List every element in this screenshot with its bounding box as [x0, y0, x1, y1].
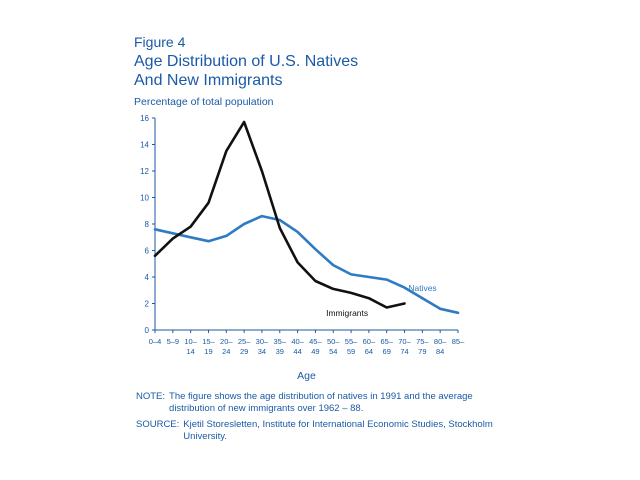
x-tick-label-line-2: 79 — [418, 347, 426, 356]
x-tick-label-line-2: 24 — [222, 347, 230, 356]
x-tick-label-line-2: 19 — [204, 347, 212, 356]
series-labels: Natives Immigrants — [326, 283, 437, 318]
note-label: NOTE: — [136, 391, 166, 402]
x-axis-title: Age — [297, 370, 316, 382]
note: NOTE: The figure shows the age distribut… — [136, 391, 496, 415]
x-tick-label: 25– — [238, 337, 251, 346]
x-tick-label: 0–4 — [149, 337, 162, 346]
x-tick-label: 45– — [309, 337, 322, 346]
source-label: SOURCE: — [136, 419, 180, 430]
x-ticks: 0–4 5–9 10–1415–1920–2425–2930–3435–3940–4… — [149, 330, 465, 356]
chart-title-line-2: And New Immigrants — [134, 72, 283, 89]
x-tick-label-line-2: 59 — [347, 347, 355, 356]
x-tick-label: 70– — [398, 337, 411, 346]
series-line-immigrants — [153, 120, 406, 309]
y-tick-label: 8 — [145, 220, 150, 229]
x-tick-label: 30– — [256, 337, 269, 346]
x-tick-label-line-2: 64 — [365, 347, 373, 356]
y-tick-label: 16 — [140, 114, 149, 123]
x-tick-label-line-2: 39 — [276, 347, 284, 356]
source: SOURCE: Kjetil Storesletten, Institute f… — [136, 419, 496, 443]
y-ticks: 0 2 4 6 8 10 12 14 16 — [140, 114, 155, 335]
x-tick-label-line-2: 54 — [329, 347, 337, 356]
x-tick-label-line-2: 14 — [186, 347, 194, 356]
x-tick-label: 80– — [434, 337, 447, 346]
x-tick-label-line-2: 69 — [383, 347, 391, 356]
series-label-immigrants: Immigrants — [326, 308, 368, 318]
series-label-natives: Natives — [408, 283, 436, 293]
x-tick-label-line-2: 29 — [240, 347, 248, 356]
x-tick-label: 10– — [184, 337, 197, 346]
source-text: Kjetil Storesletten, Institute for Inter… — [183, 419, 493, 442]
x-tick-label: 60– — [363, 337, 376, 346]
x-tick-label-line-2: 84 — [436, 347, 444, 356]
notes: NOTE: The figure shows the age distribut… — [136, 391, 496, 443]
x-tick-label: 55– — [345, 337, 358, 346]
y-tick-label: 0 — [145, 326, 150, 335]
y-tick-label: 2 — [145, 300, 150, 309]
y-tick-label: 14 — [140, 141, 149, 150]
x-tick-label-line-2: 49 — [311, 347, 319, 356]
x-tick-label-line-2: 74 — [400, 347, 408, 356]
x-tick-label: 20– — [220, 337, 233, 346]
axes — [154, 118, 458, 331]
y-tick-label: 4 — [145, 273, 150, 282]
x-tick-label-line-2: 44 — [293, 347, 301, 356]
y-tick-label: 10 — [140, 194, 149, 203]
series-lines — [153, 120, 460, 315]
chart-title-line-1: Age Distribution of U.S. Natives — [134, 53, 359, 70]
x-tick-label: 50– — [327, 337, 340, 346]
chart-title: Age Distribution of U.S. Natives And New… — [134, 52, 358, 90]
note-text: The figure shows the age distribution of… — [169, 391, 473, 414]
x-tick-label-line-2: 34 — [258, 347, 266, 356]
y-tick-label: 12 — [140, 167, 149, 176]
x-tick-label: 15– — [202, 337, 215, 346]
x-tick-label: 35– — [274, 337, 287, 346]
series-line-natives — [153, 214, 460, 315]
x-tick-label: 40– — [291, 337, 304, 346]
x-tick-label: 5–9 — [167, 337, 180, 346]
y-axis-title: Percentage of total population — [134, 96, 274, 108]
x-tick-label: 75– — [416, 337, 429, 346]
y-tick-label: 6 — [145, 247, 150, 256]
x-tick-label: 65– — [380, 337, 393, 346]
figure-label: Figure 4 — [134, 34, 186, 50]
x-tick-label: 85– — [452, 337, 465, 346]
